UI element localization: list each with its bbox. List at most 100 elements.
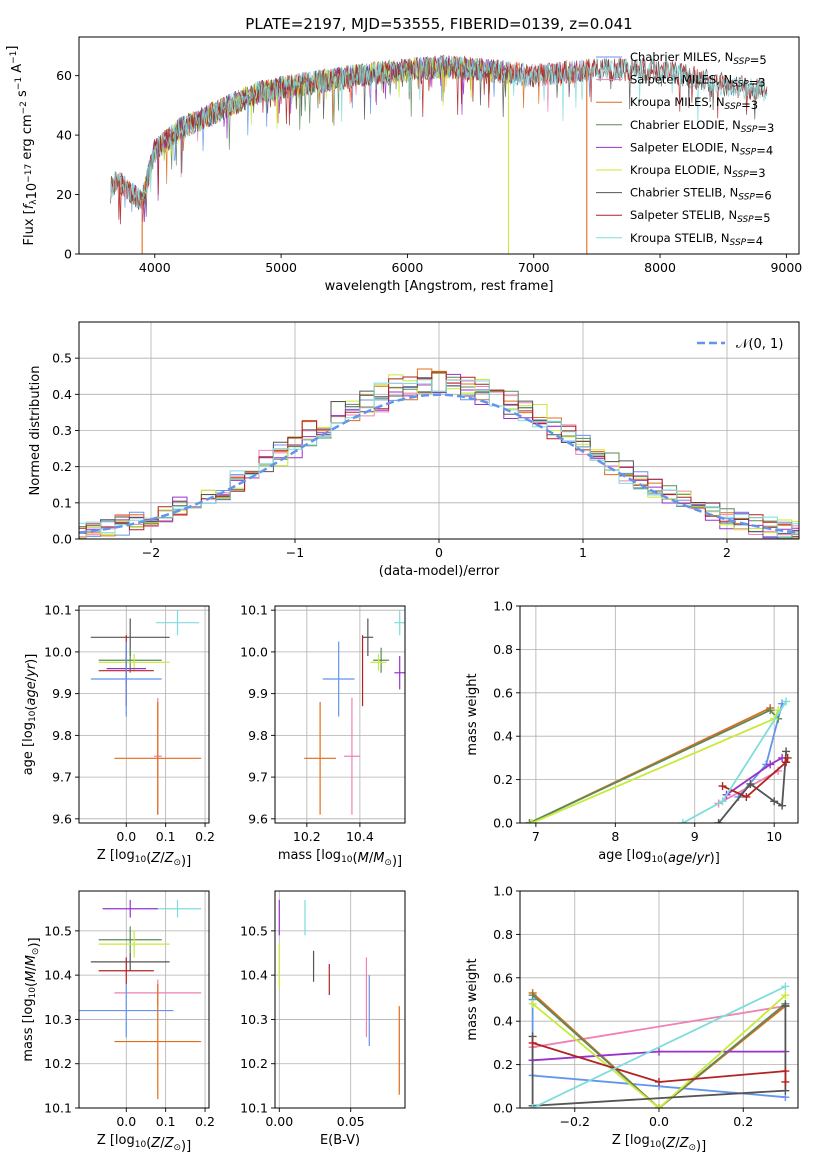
errorbar-point bbox=[304, 701, 337, 815]
weight-marker bbox=[783, 753, 792, 762]
weight-marker bbox=[528, 991, 537, 1000]
weight-marker bbox=[766, 706, 775, 715]
x-tick-label: 0.05 bbox=[337, 1114, 365, 1129]
x-tick-label: 2 bbox=[723, 545, 731, 560]
weight-marker bbox=[778, 801, 787, 810]
x-tick-label: 9 bbox=[691, 829, 699, 844]
weight-marker bbox=[718, 782, 727, 791]
axes-frame bbox=[274, 890, 406, 1109]
weight-marker bbox=[655, 1047, 663, 1056]
figure-title: PLATE=2197, MJD=53555, FIBERID=0139, z=0… bbox=[245, 15, 632, 33]
y-tick-label: 10.2 bbox=[240, 1056, 268, 1071]
x-tick-label: 8000 bbox=[644, 260, 676, 275]
x-tick-label: 0.2 bbox=[195, 829, 215, 844]
x-axis-label: (data-model)/error bbox=[379, 564, 500, 579]
y-tick-label: 0.0 bbox=[493, 1101, 513, 1116]
legend-label: 𝒩(0, 1) bbox=[736, 337, 783, 352]
axes-frame bbox=[519, 605, 799, 824]
weight-marker bbox=[746, 779, 755, 788]
y-tick-label: 10.0 bbox=[240, 644, 268, 659]
legend-label: Chabrier MILES, NSSP=5 bbox=[630, 50, 767, 67]
errorbar-point bbox=[394, 656, 405, 690]
plot-area bbox=[90, 610, 202, 815]
errorbar-point bbox=[98, 653, 170, 671]
weight-line bbox=[532, 1042, 787, 1083]
x-tick-label: 0.2 bbox=[733, 1114, 753, 1129]
x-axis-label: age [log10(age/yr)] bbox=[598, 848, 720, 866]
y-tick-label: 10.0 bbox=[44, 644, 72, 659]
errorbar-point bbox=[98, 957, 154, 984]
y-axis-label: mass weight bbox=[465, 958, 480, 1040]
y-tick-label: 10.1 bbox=[44, 1101, 72, 1116]
weight-marker bbox=[528, 999, 537, 1008]
y-tick-label: 0.1 bbox=[52, 495, 72, 510]
weight-vs-metallicity-panel: −0.2 0.0 0.20.00.20.40.60.81.0Z [log10(Z/Z… bbox=[465, 884, 799, 1154]
x-tick-label: 10 bbox=[766, 829, 782, 844]
plot-area bbox=[110, 54, 768, 254]
y-axis-label: age [log10(age/yr)] bbox=[21, 654, 39, 776]
weight-marker bbox=[781, 1086, 790, 1095]
x-tick-label: 4000 bbox=[139, 260, 171, 275]
errorbar-point bbox=[155, 610, 200, 636]
weight-marker bbox=[781, 1077, 790, 1086]
y-tick-label: 40 bbox=[56, 128, 72, 143]
legend-label: Salpeter ELODIE, NSSP=4 bbox=[630, 140, 773, 157]
y-tick-label: 10.4 bbox=[44, 968, 72, 983]
plot-area bbox=[79, 368, 799, 539]
weight-marker bbox=[655, 1077, 663, 1086]
weight-line bbox=[532, 994, 786, 1108]
x-tick-label: 6000 bbox=[392, 260, 424, 275]
axes-frame bbox=[78, 321, 800, 540]
weight-marker bbox=[714, 819, 723, 823]
y-tick-label: 9.8 bbox=[52, 728, 72, 743]
y-tick-label: 10.1 bbox=[240, 1101, 268, 1116]
weight-vs-age-panel: 7 8 9 10 0.0 0.2 0.4 0.6 0.8 1.0 age [log10(age/yr… bbox=[465, 599, 799, 866]
normal-curve bbox=[79, 393, 799, 534]
errorbar-point bbox=[102, 899, 158, 918]
legend-label: Salpeter STELIB, NSSP=5 bbox=[630, 208, 771, 225]
y-tick-label: 60 bbox=[56, 68, 72, 83]
x-tick-label: 0.2 bbox=[195, 1114, 215, 1129]
weight-marker bbox=[678, 819, 687, 823]
axes-frame bbox=[78, 36, 800, 255]
x-tick-label: 10.2 bbox=[293, 829, 321, 844]
weight-line bbox=[531, 1006, 787, 1107]
residual-histogram bbox=[79, 379, 799, 537]
weight-line bbox=[532, 1005, 786, 1049]
axes-frame bbox=[78, 890, 210, 1109]
errorbar-point bbox=[114, 984, 202, 1100]
weight-marker bbox=[781, 982, 790, 991]
x-tick-label: 0.0 bbox=[116, 829, 136, 844]
y-tick-label: 9.6 bbox=[248, 811, 268, 826]
axes-frame bbox=[519, 890, 799, 1109]
x-tick-label: 5000 bbox=[265, 260, 297, 275]
errorbar-point bbox=[373, 647, 390, 673]
mass-vs-extinction-panel: 0.00 0.05 10.1 10.2 10.3 10.4 10.5 E(B-V) bbox=[240, 890, 406, 1148]
axes-frame bbox=[78, 605, 210, 824]
y-axis-label: mass weight bbox=[465, 673, 480, 755]
plot-area bbox=[278, 899, 400, 1095]
errorbar-point bbox=[322, 641, 355, 717]
weight-marker bbox=[528, 1104, 537, 1108]
y-tick-label: 9.9 bbox=[248, 686, 268, 701]
y-tick-label: 9.8 bbox=[248, 728, 268, 743]
y-tick-label: 20 bbox=[56, 187, 72, 202]
weight-marker bbox=[742, 792, 751, 801]
x-tick-label: −2 bbox=[142, 545, 160, 560]
axes-frame bbox=[274, 605, 406, 824]
y-tick-label: 1.0 bbox=[493, 884, 513, 899]
errorbar-point bbox=[98, 930, 170, 958]
legend-label: Chabrier ELODIE, NSSP=3 bbox=[630, 118, 774, 135]
plot-area bbox=[304, 610, 405, 815]
legend-label: Salpeter MILES, NSSP=3 bbox=[630, 73, 766, 90]
errorbar-point bbox=[90, 953, 170, 971]
spectrum-line bbox=[110, 55, 768, 209]
residuals-panel: −2 −1 0 1 2 0.0 0.1 0.2 0.3 0.4 0.5 (data-model)/er… bbox=[28, 321, 800, 579]
x-tick-label: 8 bbox=[611, 829, 619, 844]
x-tick-label: 0.0 bbox=[116, 1114, 136, 1129]
weight-line bbox=[722, 757, 789, 799]
y-tick-label: 10.4 bbox=[240, 968, 268, 983]
x-tick-label: 10.4 bbox=[346, 829, 374, 844]
weight-line bbox=[532, 985, 786, 1108]
weight-line bbox=[532, 994, 786, 1108]
